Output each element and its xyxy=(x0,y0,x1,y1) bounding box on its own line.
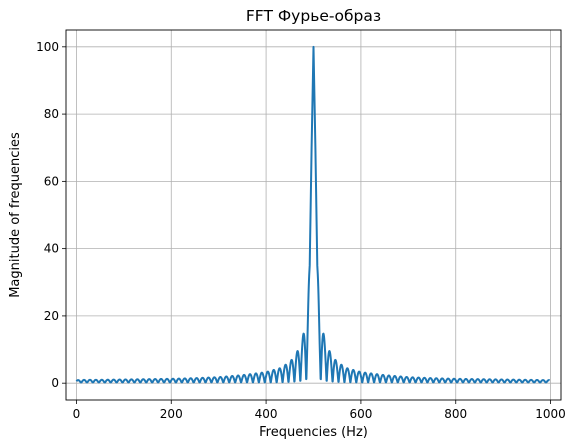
y-tick-label: 60 xyxy=(44,174,59,188)
x-axis: 0 200 400 600 800 1000 xyxy=(73,400,566,421)
y-tick-label: 0 xyxy=(51,376,59,390)
y-tick-label: 80 xyxy=(44,107,59,121)
x-tick-label: 0 xyxy=(73,407,81,421)
x-tick-label: 200 xyxy=(160,407,183,421)
y-tick-label: 20 xyxy=(44,309,59,323)
x-tick-label: 600 xyxy=(349,407,372,421)
plot-frame xyxy=(65,29,562,401)
chart-title: FFT Фурье-образ xyxy=(246,7,381,25)
x-axis-label: Frequencies (Hz) xyxy=(259,425,368,440)
x-tick-label: 400 xyxy=(255,407,278,421)
fft-magnitude-line xyxy=(75,45,551,384)
y-axis: 0 20 40 60 80 100 xyxy=(36,40,66,390)
y-tick-label: 40 xyxy=(44,242,59,256)
y-tick-label: 100 xyxy=(36,40,59,54)
x-tick-label: 1000 xyxy=(535,407,566,421)
grid xyxy=(66,30,561,400)
y-axis-label: Magnitude of frequencies xyxy=(8,132,23,298)
x-tick-label: 800 xyxy=(444,407,467,421)
